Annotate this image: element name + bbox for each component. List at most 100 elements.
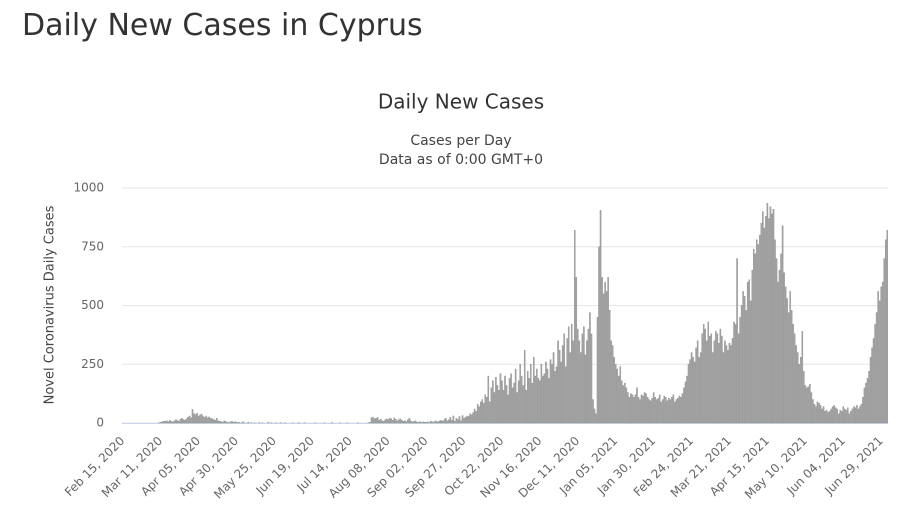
bar — [743, 295, 746, 424]
bar — [476, 404, 479, 424]
bar — [695, 347, 697, 424]
bar — [401, 420, 403, 424]
y-tick-label: 250 — [81, 357, 104, 371]
bar — [848, 413, 851, 424]
bar — [702, 324, 705, 424]
bar — [484, 394, 487, 424]
bar — [435, 421, 438, 424]
bar — [197, 415, 200, 424]
bar — [651, 398, 653, 424]
bar — [633, 396, 635, 424]
bar — [464, 416, 467, 424]
bar — [379, 419, 382, 424]
bar — [489, 401, 491, 424]
bar — [408, 418, 411, 424]
bar — [499, 373, 502, 424]
y-axis-label: Novel Coronavirus Daily Cases — [43, 205, 58, 404]
bar — [601, 277, 603, 424]
bar — [784, 286, 787, 424]
bar — [458, 416, 461, 424]
bar — [640, 394, 643, 424]
y-tick-label: 500 — [81, 298, 104, 312]
bar — [235, 421, 238, 424]
bar — [481, 399, 484, 424]
bar — [783, 272, 785, 424]
bar — [819, 405, 822, 424]
bar — [413, 421, 415, 424]
bar — [487, 375, 490, 424]
bar — [756, 239, 758, 424]
bar — [162, 420, 165, 424]
bar — [713, 340, 716, 424]
bar — [504, 375, 506, 424]
bar — [850, 411, 852, 424]
bar — [466, 415, 468, 424]
bar — [384, 419, 386, 424]
bar — [206, 417, 209, 424]
bar — [868, 371, 870, 424]
bar — [881, 281, 884, 424]
bar — [217, 420, 220, 424]
bar — [595, 413, 597, 424]
bar — [806, 387, 808, 424]
bar — [719, 328, 722, 424]
bar — [473, 408, 476, 424]
bar — [718, 342, 720, 424]
bar — [622, 385, 625, 424]
bar — [614, 364, 617, 424]
bar — [578, 340, 581, 424]
bar — [208, 416, 210, 424]
bar — [655, 399, 658, 424]
bar — [188, 415, 191, 424]
bar — [800, 357, 802, 424]
bar — [619, 366, 622, 424]
bar — [566, 338, 568, 424]
bar — [548, 378, 550, 424]
bar — [683, 387, 685, 424]
bar — [775, 258, 778, 424]
bar — [745, 310, 747, 424]
bar — [886, 230, 888, 424]
bar — [508, 378, 511, 424]
bar — [483, 402, 485, 424]
bar — [642, 395, 644, 424]
bar — [451, 420, 453, 424]
bar — [739, 317, 741, 424]
bar — [766, 203, 769, 424]
bar — [845, 409, 848, 424]
bar — [164, 421, 166, 424]
bar — [179, 419, 182, 424]
bar — [411, 421, 414, 424]
bar — [399, 418, 402, 424]
bar — [590, 333, 593, 424]
bar — [522, 385, 524, 424]
bar — [710, 333, 713, 424]
bar — [543, 373, 546, 424]
bar — [549, 359, 552, 424]
bar — [536, 368, 538, 424]
bar — [842, 406, 845, 424]
bar — [446, 420, 449, 424]
bar — [592, 399, 594, 424]
bar — [511, 387, 514, 424]
bar — [692, 357, 694, 424]
bar — [586, 340, 588, 424]
bar — [760, 223, 763, 424]
bar — [159, 422, 162, 424]
bar — [847, 407, 849, 424]
bar — [510, 373, 512, 424]
bar — [470, 414, 473, 424]
bar — [580, 352, 582, 424]
bar — [804, 385, 807, 424]
bar — [796, 352, 799, 424]
bar — [883, 258, 885, 424]
bar — [472, 412, 474, 424]
bar — [751, 270, 754, 424]
bar — [410, 420, 412, 424]
bar — [624, 382, 626, 424]
bar — [737, 333, 740, 424]
bar — [402, 420, 405, 424]
bar — [608, 310, 611, 424]
bar — [437, 421, 440, 424]
bar — [405, 421, 408, 424]
